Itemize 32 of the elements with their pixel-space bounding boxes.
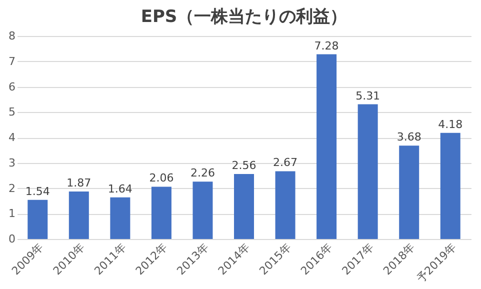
bar: [234, 174, 254, 239]
bar: [68, 192, 89, 239]
bar: [275, 171, 296, 239]
bar: [151, 186, 172, 239]
data-label: 1.64: [108, 182, 132, 196]
y-tick-label: 6: [8, 80, 16, 94]
bar: [192, 182, 213, 239]
y-tick-label: 3: [8, 156, 16, 170]
y-tick-label: 2: [8, 182, 16, 195]
y-tick-label: 5: [8, 106, 16, 119]
data-label: 2.06: [149, 172, 174, 185]
data-label: 1.87: [66, 176, 92, 190]
data-label: 4.18: [438, 118, 463, 131]
y-tick-label: 8: [8, 30, 16, 42]
y-tick-label: 1: [8, 207, 16, 220]
data-label: 2.56: [232, 159, 256, 172]
bar: [358, 104, 378, 239]
data-label: 1.54: [25, 184, 50, 198]
chart-title: EPS（一株当たりの利益）: [140, 7, 348, 27]
data-label: 3.68: [396, 130, 422, 144]
data-label: 2.67: [273, 156, 298, 170]
bar: [399, 146, 420, 239]
bar: [440, 132, 460, 239]
data-label: 5.31: [356, 89, 380, 102]
bar: [316, 54, 337, 239]
y-tick-label: 7: [8, 54, 16, 68]
data-label: 2.26: [190, 166, 215, 180]
bar: [28, 200, 48, 239]
y-tick-label: 0: [8, 232, 16, 246]
y-tick-label: 4: [8, 131, 16, 144]
bar: [110, 197, 130, 239]
data-label: 7.28: [314, 39, 339, 52]
